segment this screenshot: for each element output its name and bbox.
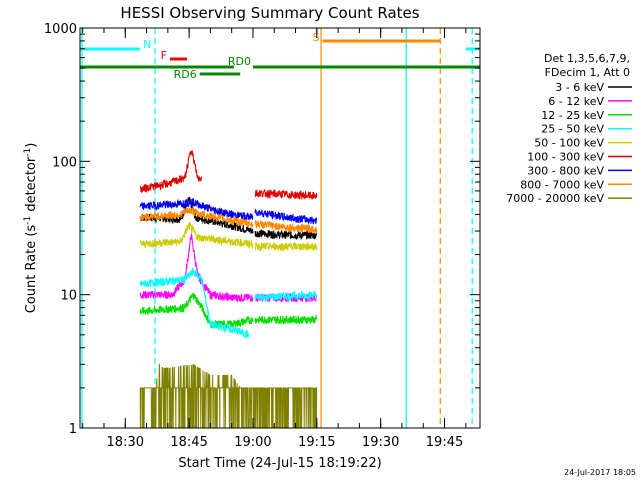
x-axis-title: Start Time (24-Jul-15 18:19:22) <box>178 456 381 471</box>
x-tick-label: 19:15 <box>298 435 335 450</box>
legend: Det 1,3,5,6,7,9, FDecim 1, Att 0 3 - 6 k… <box>506 52 632 205</box>
series-line <box>254 314 318 326</box>
x-axis-ticks: 18:30 18:45 19:00 19:15 19:30 19:45 <box>82 28 467 450</box>
flag-bars: NF S RD0 RD6 <box>80 31 480 81</box>
series-lines <box>139 150 318 429</box>
flag-label-s: S <box>313 31 320 44</box>
flag-label-rd0: RD0 <box>228 55 251 68</box>
y-tick-label: 1000 <box>44 22 77 37</box>
y-tick-label: 10 <box>60 289 77 304</box>
x-tick-label: 19:00 <box>234 435 271 450</box>
legend-entry-label: 300 - 800 keV <box>527 164 604 177</box>
legend-header-fdecim: FDecim 1, Att 0 <box>545 66 630 79</box>
x-tick-label: 19:45 <box>426 435 463 450</box>
series-line <box>139 150 203 194</box>
x-tick-label: 19:30 <box>362 435 399 450</box>
flag-label-f: F <box>161 49 167 62</box>
series-line <box>254 219 318 234</box>
y-tick-label: 100 <box>52 155 77 170</box>
flag-label-rd6: RD6 <box>174 68 197 81</box>
plot-frame <box>79 27 481 429</box>
legend-entry-label: 7000 - 20000 keV <box>506 192 604 205</box>
y-axis-title-part: detector <box>24 156 39 216</box>
y-axis-title-sup: -1 <box>23 148 33 157</box>
series-line <box>254 188 318 201</box>
x-tick-label: 18:45 <box>170 435 207 450</box>
legend-header-detectors: Det 1,3,5,6,7,9, <box>544 52 630 65</box>
y-tick-label: 1 <box>69 422 77 437</box>
chart-title: HESSI Observing Summary Count Rates <box>120 4 419 22</box>
legend-entry-label: 12 - 25 keV <box>541 109 604 122</box>
series-line <box>139 267 250 339</box>
legend-entry-label: 800 - 7000 keV <box>520 178 604 191</box>
series-line <box>139 206 254 228</box>
generation-timestamp: 24-Jul-2017 18:05 <box>564 468 636 477</box>
legend-entry-label: 100 - 300 keV <box>527 151 604 164</box>
y-axis-ticks: 1 10 100 1000 <box>44 22 480 437</box>
series-line <box>254 290 318 302</box>
series-line <box>139 233 254 303</box>
legend-entry-label: 3 - 6 keV <box>555 81 604 94</box>
y-axis-title: Count Rate (s-1 detector-1) <box>23 143 39 314</box>
legend-entry-label: 50 - 100 keV <box>534 137 604 150</box>
series-line <box>139 292 254 329</box>
series-line <box>139 221 254 250</box>
x-tick-label: 18:30 <box>107 435 144 450</box>
y-axis-title-sup: -1 <box>23 216 33 225</box>
series-line <box>139 197 254 221</box>
legend-entry-label: 25 - 50 keV <box>541 123 604 136</box>
legend-entry-label: 6 - 12 keV <box>548 95 604 108</box>
y-axis-title-part: Count Rate (s <box>24 225 39 314</box>
series-line <box>254 240 318 252</box>
flag-label-n: N <box>143 38 151 51</box>
series-line <box>254 208 318 226</box>
y-axis-title-part: ) <box>24 143 39 148</box>
vertical-markers <box>81 28 473 428</box>
series-line <box>254 229 318 241</box>
